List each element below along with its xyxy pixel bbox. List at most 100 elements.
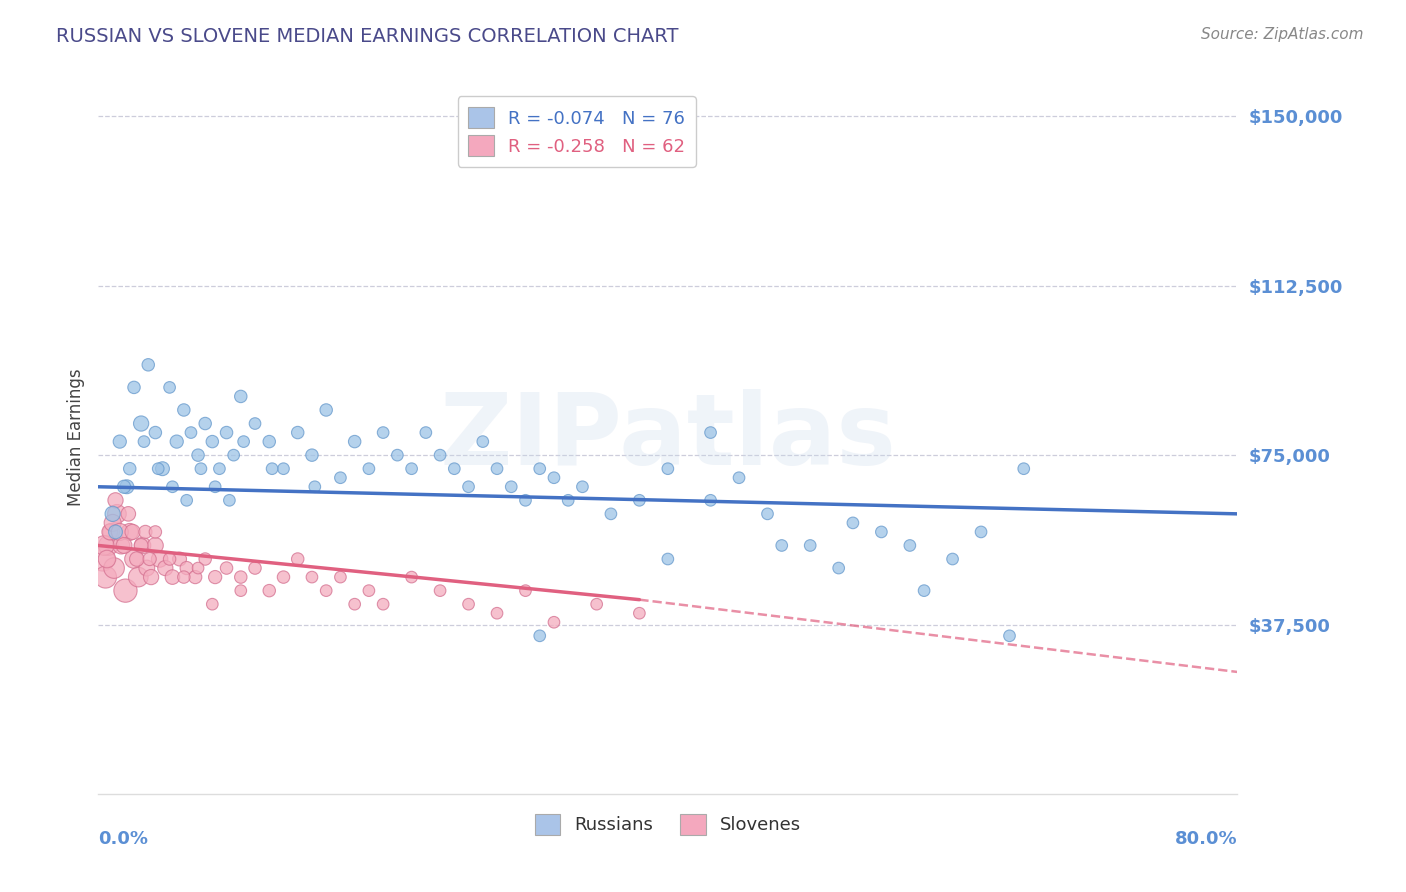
Point [401, 461, 423, 475]
Point [110, 539, 132, 553]
Text: ZIPatlas: ZIPatlas [440, 389, 896, 485]
Point [155, 561, 177, 575]
Point [132, 434, 155, 449]
Point [415, 425, 437, 440]
Point [799, 539, 821, 553]
Point [842, 516, 865, 530]
Point [218, 493, 240, 508]
Point [304, 480, 326, 494]
Point [114, 583, 136, 598]
Point [273, 461, 295, 475]
Point [401, 570, 423, 584]
Point [315, 583, 337, 598]
Point [222, 448, 245, 462]
Point [162, 570, 184, 584]
Point [152, 461, 174, 475]
Point [229, 570, 252, 584]
Point [229, 389, 252, 403]
Point [204, 570, 226, 584]
Point [97, 539, 120, 553]
Point [229, 583, 252, 598]
Point [457, 597, 479, 611]
Point [529, 461, 551, 475]
Point [129, 539, 152, 553]
Point [176, 561, 198, 575]
Point [657, 552, 679, 566]
Point [232, 434, 254, 449]
Point [136, 358, 159, 372]
Point [998, 629, 1021, 643]
Point [543, 615, 565, 630]
Point [108, 434, 131, 449]
Point [173, 403, 195, 417]
Point [159, 552, 181, 566]
Point [259, 434, 281, 449]
Point [180, 425, 202, 440]
Point [301, 570, 323, 584]
Point [187, 561, 209, 575]
Point [371, 597, 394, 611]
Point [127, 570, 149, 584]
Point [112, 539, 135, 553]
Point [501, 480, 523, 494]
Point [122, 552, 145, 566]
Point [204, 480, 226, 494]
Point [184, 570, 207, 584]
Point [486, 461, 509, 475]
Point [273, 570, 295, 584]
Point [104, 493, 127, 508]
Point [118, 524, 141, 539]
Point [118, 461, 141, 475]
Point [166, 434, 188, 449]
Point [98, 524, 121, 539]
Point [443, 461, 465, 475]
Point [187, 448, 209, 462]
Point [91, 552, 114, 566]
Point [828, 561, 851, 575]
Point [145, 425, 167, 440]
Point [129, 417, 152, 431]
Point [108, 524, 131, 539]
Point [870, 524, 893, 539]
Point [208, 461, 231, 475]
Legend: Russians, Slovenes: Russians, Slovenes [527, 806, 808, 842]
Point [728, 471, 751, 485]
Point [262, 461, 284, 475]
Point [1012, 461, 1035, 475]
Point [429, 583, 451, 598]
Point [329, 471, 352, 485]
Point [259, 583, 281, 598]
Point [145, 524, 167, 539]
Point [529, 629, 551, 643]
Point [101, 516, 124, 530]
Point [94, 570, 117, 584]
Point [699, 493, 721, 508]
Point [115, 480, 138, 494]
Point [471, 434, 494, 449]
Point [159, 380, 181, 394]
Point [104, 524, 127, 539]
Point [149, 552, 172, 566]
Point [699, 425, 721, 440]
Point [343, 434, 366, 449]
Point [139, 570, 162, 584]
Point [201, 597, 224, 611]
Text: RUSSIAN VS SLOVENE MEDIAN EARNINGS CORRELATION CHART: RUSSIAN VS SLOVENE MEDIAN EARNINGS CORRE… [56, 27, 679, 45]
Point [194, 417, 217, 431]
Text: Source: ZipAtlas.com: Source: ZipAtlas.com [1201, 27, 1364, 42]
Point [628, 493, 651, 508]
Point [315, 403, 337, 417]
Point [125, 552, 148, 566]
Point [571, 480, 593, 494]
Point [387, 448, 409, 462]
Point [970, 524, 993, 539]
Point [122, 380, 145, 394]
Point [628, 606, 651, 620]
Point [898, 539, 921, 553]
Point [329, 570, 352, 584]
Point [215, 425, 238, 440]
Point [357, 583, 380, 598]
Y-axis label: Median Earnings: Median Earnings [66, 368, 84, 506]
Point [145, 539, 167, 553]
Point [173, 570, 195, 584]
